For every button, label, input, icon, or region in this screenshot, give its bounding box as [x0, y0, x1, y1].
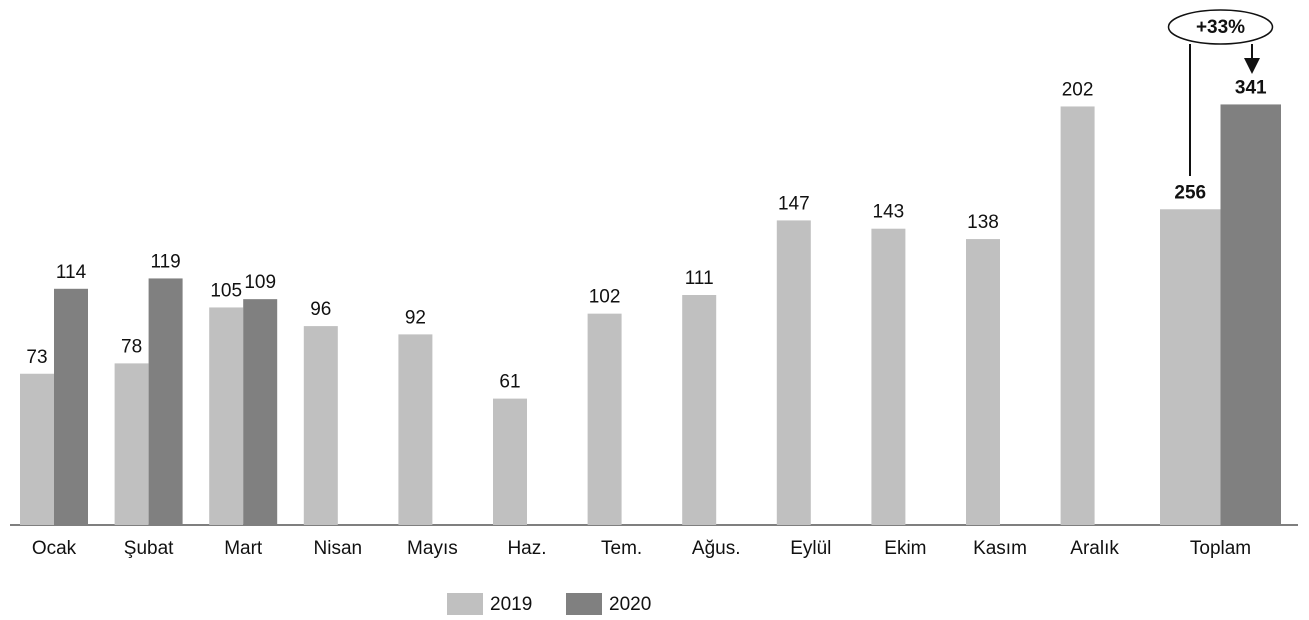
value-label: 114	[56, 262, 87, 283]
value-label: 92	[405, 307, 426, 328]
annotation-ellipse	[1167, 9, 1274, 45]
value-label: 138	[967, 212, 999, 233]
x-tick-label: Aralık	[1070, 538, 1119, 559]
x-tick-label: Kasım	[973, 538, 1027, 559]
bar	[114, 363, 149, 525]
legend-label: 2020	[609, 594, 651, 615]
bar	[1060, 106, 1095, 526]
x-tick-label: Ağus.	[692, 538, 741, 559]
value-label: 102	[589, 287, 621, 308]
bar	[209, 307, 244, 525]
value-label: 119	[150, 251, 180, 272]
bar	[303, 326, 338, 525]
x-tick-label: Ekim	[884, 538, 926, 559]
bar	[493, 398, 527, 525]
value-label: 111	[685, 268, 714, 289]
value-label: 341	[1235, 77, 1267, 98]
value-label: 143	[873, 202, 905, 223]
value-label: 61	[499, 372, 520, 393]
x-tick-label: Tem.	[601, 538, 642, 559]
x-tick-label: Ocak	[32, 538, 77, 559]
x-tick-label: Eylül	[790, 538, 831, 559]
value-label: 96	[310, 299, 331, 320]
bar	[1220, 104, 1281, 525]
legend-swatch	[566, 593, 602, 615]
x-tick-label: Şubat	[124, 538, 174, 559]
bar	[20, 373, 54, 525]
bar	[54, 288, 88, 525]
bar	[243, 299, 278, 525]
x-tick-label: Toplam	[1190, 538, 1251, 559]
value-label: 109	[244, 272, 276, 293]
bar	[776, 220, 811, 525]
x-tick-label: Mart	[224, 538, 263, 559]
x-tick-label: Haz.	[507, 538, 546, 559]
x-tick-label: Mayıs	[407, 538, 458, 559]
value-label: 202	[1062, 79, 1094, 100]
bar	[587, 313, 622, 525]
value-label: 78	[121, 336, 142, 357]
annotation: +33%	[1196, 17, 1245, 38]
bar	[148, 278, 183, 525]
legend-swatch	[447, 593, 483, 615]
value-label: 147	[778, 193, 810, 214]
value-label: 105	[210, 280, 242, 301]
x-tick-label: Nisan	[314, 538, 363, 559]
bar	[966, 239, 1000, 525]
bar	[871, 228, 906, 526]
value-label: 73	[26, 347, 47, 368]
legend-label: 2019	[490, 594, 532, 615]
bar	[682, 295, 717, 525]
bar	[1160, 209, 1221, 525]
value-label: 256	[1174, 182, 1206, 203]
bar	[398, 334, 433, 525]
